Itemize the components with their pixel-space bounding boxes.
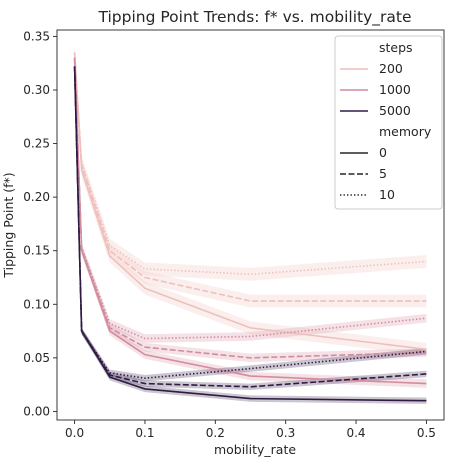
x-tick-label: 0.1 (135, 426, 154, 440)
legend-label-steps5000: 5000 (379, 103, 411, 118)
x-axis-label: mobility_rate (214, 442, 296, 457)
series-line-steps1000-memory10 (73, 57, 427, 340)
legend-box (334, 35, 443, 210)
y-tick-label: 0.35 (23, 29, 50, 43)
x-tick-label: 0.0 (65, 426, 84, 440)
x-axis: 0.0 0.1 0.2 0.3 0.4 0.5 (65, 420, 436, 440)
y-tick-label: 0.15 (23, 244, 50, 258)
chart-title: Tipping Point Trends: f* vs. mobility_ra… (98, 8, 412, 27)
x-tick-label: 0.2 (206, 426, 225, 440)
series-line-steps200-memory5 (73, 52, 427, 302)
series-line-steps1000-memory5 (73, 57, 427, 359)
legend-label-steps1000: 1000 (379, 82, 411, 97)
legend-title: steps (379, 40, 413, 55)
y-tick-label: 0.00 (23, 404, 50, 418)
y-tick-label: 0.20 (23, 190, 50, 204)
y-tick-label: 0.30 (23, 83, 50, 97)
x-tick-label: 0.4 (346, 426, 365, 440)
series-line-steps5000-memory5 (73, 66, 427, 388)
legend-label-memory5: 5 (379, 166, 387, 181)
series-lines (73, 52, 427, 402)
series-line-steps200-memory10 (73, 52, 427, 276)
y-tick-label: 0.25 (23, 137, 50, 151)
legend-title: memory (379, 124, 432, 139)
series-line-steps5000-memory10 (73, 66, 427, 380)
y-tick-label: 0.05 (23, 351, 50, 365)
x-tick-label: 0.5 (417, 426, 436, 440)
legend-label-steps200: 200 (379, 61, 403, 76)
legend-label-memory0: 0 (379, 145, 387, 160)
plot-frame (56, 29, 445, 421)
y-tick-label: 0.10 (23, 297, 50, 311)
legend: steps 200 1000 5000 memory 0 5 10 (334, 35, 443, 210)
y-axis: 0.00 0.05 0.10 0.15 0.20 0.25 0.30 0.35 (23, 29, 57, 418)
series-line-steps1000-memory0 (73, 57, 427, 385)
x-tick-label: 0.3 (276, 426, 295, 440)
legend-label-memory10: 10 (379, 187, 395, 202)
y-axis-label: Tipping Point (f*) (1, 172, 16, 278)
